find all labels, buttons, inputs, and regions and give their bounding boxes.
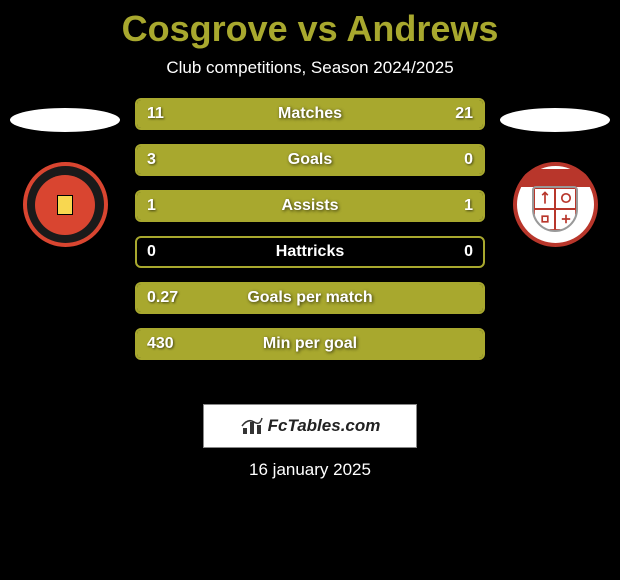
stat-label: Goals [288,151,332,169]
right-player-area [495,108,615,247]
stat-value-left: 11 [147,105,164,123]
stat-bar: 0.27 Goals per match [135,282,485,314]
stat-value-left: 1 [147,197,156,215]
stat-value-left: 430 [147,335,174,353]
stat-label: Matches [278,105,342,123]
stat-bar: 1 1 Assists [135,190,485,222]
stat-value-left: 0.27 [147,289,178,307]
report-date: 16 january 2025 [0,460,620,480]
stat-label: Assists [282,197,339,215]
chart-icon [240,414,264,438]
left-player-area [5,108,125,247]
stat-value-left: 3 [147,151,156,169]
brand-logo: FcTables.com [203,404,417,448]
stat-value-right: 0 [464,243,473,261]
stat-label: Hattricks [276,243,344,261]
stat-label: Goals per match [247,289,372,307]
stat-value-left: 0 [147,243,156,261]
page-subtitle: Club competitions, Season 2024/2025 [0,58,620,98]
stat-bar: 0 0 Hattricks [135,236,485,268]
comparison-content: 1121Matches30Goals11Assists00Hattricks0.… [0,98,620,398]
player-silhouette-right [500,108,610,132]
stat-bar: 430 Min per goal [135,328,485,360]
stat-bar: 11 21 Matches [135,98,485,130]
stat-value-right: 0 [464,151,473,169]
stat-bars: 1121Matches30Goals11Assists00Hattricks0.… [135,98,485,374]
player-silhouette-left [10,108,120,132]
club-badge-right-icon [513,162,598,247]
stat-value-right: 21 [455,105,473,123]
stat-label: Min per goal [263,335,357,353]
brand-text: FcTables.com [268,416,381,436]
stat-bar: 3 0 Goals [135,144,485,176]
club-badge-left-icon [23,162,108,247]
page-title: Cosgrove vs Andrews [0,0,620,58]
stat-value-right: 1 [464,197,473,215]
